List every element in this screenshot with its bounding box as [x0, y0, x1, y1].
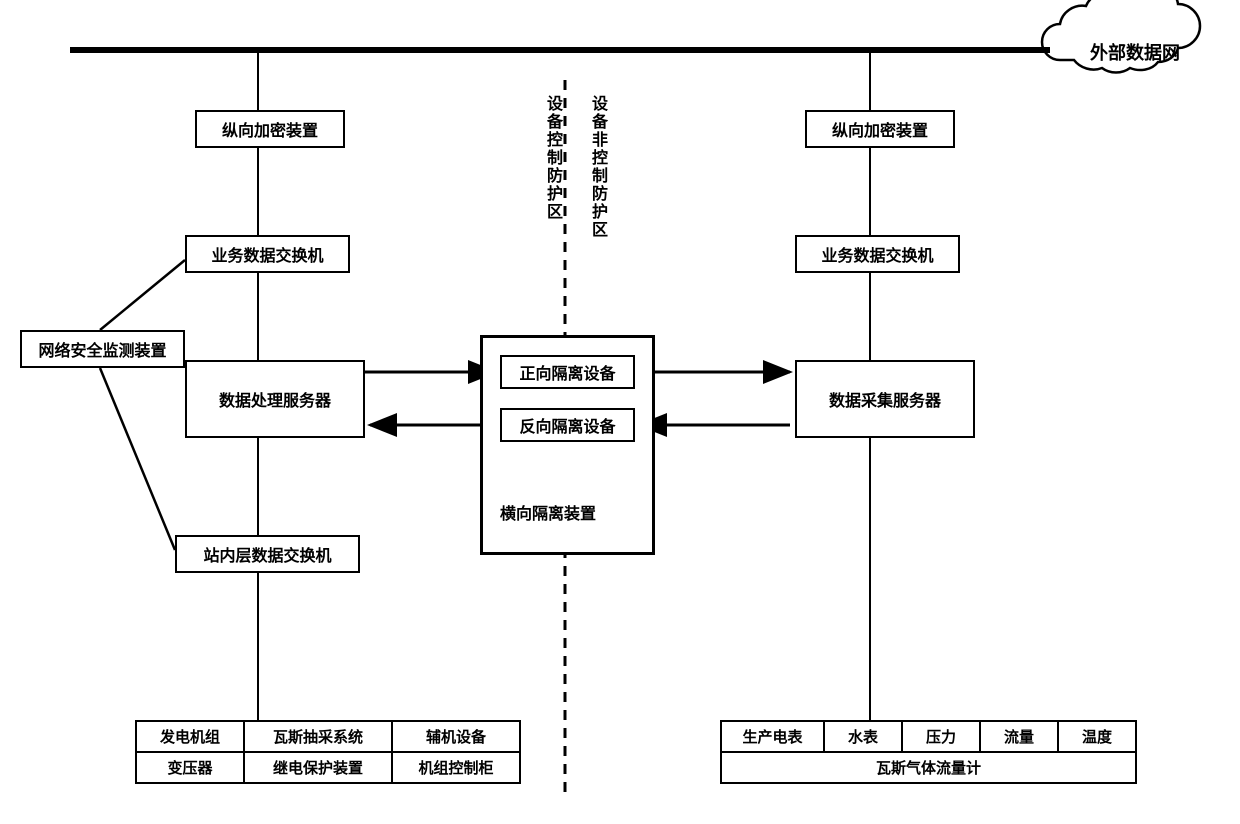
right-encrypt-label: 纵向加密装置	[832, 117, 928, 141]
left-switch1-box: 业务数据交换机	[185, 235, 350, 273]
cell: 机组控制柜	[392, 752, 520, 783]
cell: 生产电表	[721, 721, 824, 752]
right-switch1-box: 业务数据交换机	[795, 235, 960, 273]
left-encrypt-label: 纵向加密装置	[222, 117, 318, 141]
cell: 继电保护装置	[244, 752, 392, 783]
netsec-to-switch1	[100, 260, 185, 330]
external-network-cloud: 外部数据网	[1055, 32, 1215, 72]
cell: 瓦斯气体流量计	[721, 752, 1136, 783]
left-switch2-box: 站内层数据交换机	[175, 535, 360, 573]
left-device-table: 发电机组 瓦斯抽采系统 辅机设备 变压器 继电保护装置 机组控制柜	[135, 720, 521, 784]
cell: 发电机组	[136, 721, 244, 752]
table-row: 生产电表 水表 压力 流量 温度	[721, 721, 1136, 752]
cell: 压力	[902, 721, 980, 752]
right-encrypt-box: 纵向加密装置	[805, 110, 955, 148]
zone-label-left: 设备控制防护区	[540, 95, 564, 221]
left-switch2-label: 站内层数据交换机	[203, 542, 331, 566]
cell: 流量	[980, 721, 1058, 752]
cell: 辅机设备	[392, 721, 520, 752]
isolation-title: 横向隔离装置	[500, 500, 596, 524]
table-row: 发电机组 瓦斯抽采系统 辅机设备	[136, 721, 520, 752]
left-switch1-label: 业务数据交换机	[211, 242, 323, 266]
left-server-label: 数据处理服务器	[219, 387, 331, 411]
left-encrypt-box: 纵向加密装置	[195, 110, 345, 148]
left-server-box: 数据处理服务器	[185, 360, 365, 438]
right-device-table: 生产电表 水表 压力 流量 温度 瓦斯气体流量计	[720, 720, 1137, 784]
cell: 温度	[1058, 721, 1136, 752]
isolation-rev-label: 反向隔离设备	[519, 413, 615, 437]
table-row: 变压器 继电保护装置 机组控制柜	[136, 752, 520, 783]
right-server-label: 数据采集服务器	[829, 387, 941, 411]
cell: 水表	[824, 721, 902, 752]
zone-label-right: 设备非控制防护区	[585, 95, 609, 239]
cell: 变压器	[136, 752, 244, 783]
right-switch1-label: 业务数据交换机	[821, 242, 933, 266]
table-row: 瓦斯气体流量计	[721, 752, 1136, 783]
netsec-to-switch2	[100, 368, 175, 550]
isolation-fwd-label: 正向隔离设备	[519, 360, 615, 384]
isolation-fwd-box: 正向隔离设备	[500, 355, 635, 389]
cloud-label: 外部数据网	[1090, 39, 1180, 65]
right-server-box: 数据采集服务器	[795, 360, 975, 438]
netsec-label: 网络安全监测装置	[38, 337, 166, 361]
isolation-rev-box: 反向隔离设备	[500, 408, 635, 442]
netsec-box: 网络安全监测装置	[20, 330, 185, 368]
cell: 瓦斯抽采系统	[244, 721, 392, 752]
